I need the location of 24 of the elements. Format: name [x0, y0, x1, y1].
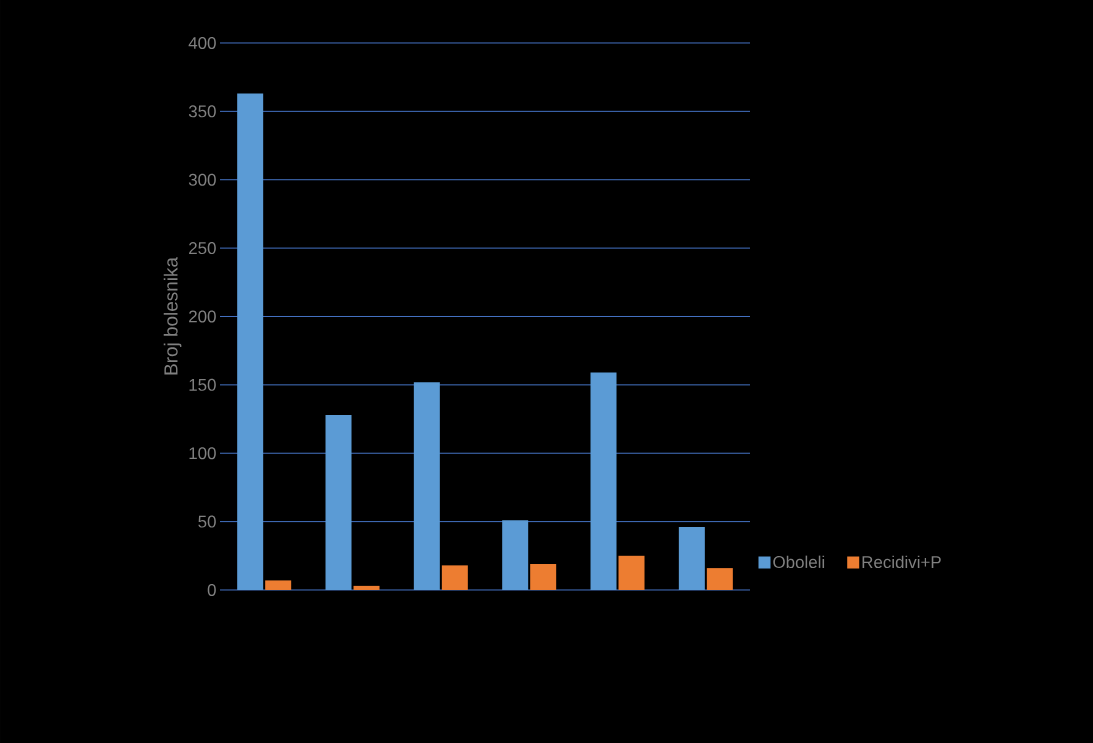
y-tick-label: 200 — [189, 310, 216, 323]
bar — [590, 372, 617, 590]
y-tick-label: 0 — [207, 583, 216, 596]
y-tick-label: 250 — [189, 242, 216, 255]
y-tick-label: 300 — [188, 173, 216, 186]
bar — [353, 585, 380, 590]
bar — [502, 520, 529, 590]
y-tick-label: 350 — [188, 105, 216, 118]
bar — [678, 527, 705, 590]
bar — [325, 414, 352, 590]
bar — [530, 564, 557, 590]
bar — [265, 580, 292, 590]
y-tick-label: 150 — [189, 378, 216, 391]
bar — [706, 568, 733, 590]
bar — [618, 555, 645, 590]
y-tick-label: 100 — [189, 447, 216, 460]
y-tick-label: 50 — [198, 515, 216, 528]
bar — [237, 93, 264, 590]
y-axis-title: Broj bolesnika — [163, 257, 182, 375]
bar — [441, 565, 468, 590]
bar — [413, 382, 440, 590]
y-tick-label: 400 — [188, 36, 216, 49]
legend-label: Oboleli — [773, 555, 825, 569]
legend-label: Recidivi+P — [862, 555, 941, 569]
